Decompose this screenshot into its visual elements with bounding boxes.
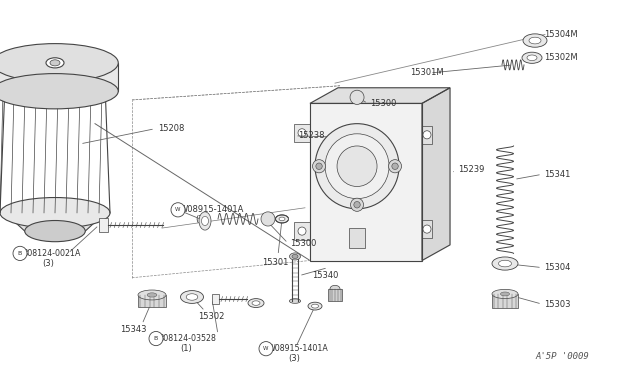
Ellipse shape [138,290,166,300]
Text: B08124-0021A: B08124-0021A [22,249,81,258]
Ellipse shape [350,178,364,183]
Text: (3): (3) [42,259,54,268]
Ellipse shape [492,257,518,270]
Ellipse shape [499,260,511,267]
Text: 15341: 15341 [544,170,570,179]
Text: 15302M: 15302M [544,53,578,62]
Circle shape [149,331,163,346]
Ellipse shape [529,37,541,44]
Polygon shape [310,88,450,103]
Text: W08915-1401A: W08915-1401A [268,344,329,353]
Text: 15300: 15300 [370,99,396,108]
Bar [422,126,432,144]
Circle shape [350,90,364,105]
Ellipse shape [248,299,264,308]
Text: W: W [263,346,269,351]
Circle shape [261,212,275,226]
Text: 15340: 15340 [312,271,339,280]
Text: 15301: 15301 [262,258,289,267]
Ellipse shape [522,52,542,63]
Circle shape [315,124,399,209]
Text: 15239: 15239 [458,165,484,174]
Text: W08915-1401A: W08915-1401A [180,205,244,214]
Ellipse shape [0,44,118,82]
Text: B: B [154,336,158,341]
Ellipse shape [292,254,298,259]
Ellipse shape [180,291,204,304]
Text: 15208: 15208 [158,124,184,133]
Ellipse shape [330,285,340,292]
Circle shape [392,163,398,170]
Circle shape [351,198,364,211]
Ellipse shape [289,253,301,260]
Circle shape [171,203,185,217]
Text: 15303: 15303 [544,299,570,309]
Ellipse shape [0,198,110,228]
Ellipse shape [199,212,211,230]
Ellipse shape [202,217,209,225]
Text: (3): (3) [195,215,207,224]
Circle shape [337,146,377,186]
Ellipse shape [147,293,157,297]
Text: 15300: 15300 [290,239,316,248]
Circle shape [354,202,360,208]
Text: (3): (3) [288,354,300,363]
Ellipse shape [25,221,85,242]
Ellipse shape [308,302,322,310]
Ellipse shape [252,301,260,305]
Text: (1): (1) [180,344,192,353]
Bar [422,220,432,238]
Ellipse shape [279,217,285,221]
Bar [0,63,118,91]
Bar [328,289,342,301]
Ellipse shape [275,215,289,223]
Circle shape [316,163,323,170]
Circle shape [388,160,401,173]
Ellipse shape [492,289,518,299]
Bar [294,222,310,240]
Bar [99,218,108,232]
Circle shape [298,129,306,137]
Ellipse shape [527,55,537,61]
Text: 15343: 15343 [120,325,147,334]
Bar [492,294,518,308]
Polygon shape [5,213,105,231]
Text: A'5P '0009: A'5P '0009 [535,352,589,361]
Text: 15238: 15238 [298,131,324,140]
Bar [349,228,365,248]
Ellipse shape [186,294,198,300]
Ellipse shape [523,34,547,47]
Circle shape [325,134,389,199]
Text: 15301M: 15301M [410,68,444,77]
Circle shape [13,246,27,260]
Ellipse shape [289,299,301,303]
Circle shape [423,225,431,233]
Text: 15304M: 15304M [544,30,578,39]
Ellipse shape [0,74,118,109]
Bar [212,294,219,304]
Text: W: W [175,207,180,212]
Ellipse shape [50,60,60,66]
Ellipse shape [500,292,509,296]
Polygon shape [310,103,422,260]
Circle shape [312,160,326,173]
Bar [138,295,166,307]
Text: 15304: 15304 [544,263,570,272]
Circle shape [259,341,273,356]
Bar [294,124,310,142]
Text: B: B [18,251,22,256]
Ellipse shape [312,304,319,308]
Circle shape [298,227,306,235]
Polygon shape [422,88,450,260]
Circle shape [423,131,431,139]
Ellipse shape [46,58,64,68]
Text: B08124-03528: B08124-03528 [158,334,216,343]
Text: 15302: 15302 [198,312,225,321]
